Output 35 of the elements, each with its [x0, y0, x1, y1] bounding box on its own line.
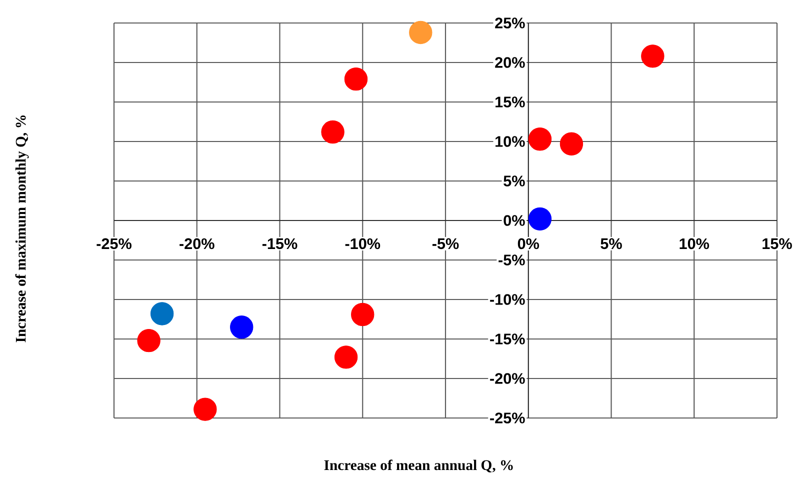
y-tick-label: 20%: [495, 57, 525, 68]
y-tick-label: -20%: [490, 373, 525, 384]
x-tick-label: 0%: [518, 238, 540, 250]
y-tick-label: -5%: [498, 254, 525, 266]
point: [230, 316, 254, 339]
point: [351, 302, 374, 326]
y-tick-label: 0%: [504, 215, 525, 226]
x-tick-label: 15%: [762, 238, 792, 250]
point: [409, 20, 432, 44]
y-tick-label: -25%: [490, 412, 525, 424]
y-tick-label: 10%: [496, 136, 525, 147]
x-tick-label: -15%: [262, 238, 298, 250]
point: [560, 132, 584, 156]
point: [194, 398, 217, 421]
x-tick-label: -25%: [96, 238, 132, 250]
y-tick-label: 5%: [504, 176, 525, 186]
point: [150, 302, 174, 326]
y-tick-label: -15%: [490, 334, 525, 344]
x-axis-title: Increase of mean annual Q, %: [324, 460, 513, 472]
y-tick-label: 15%: [496, 96, 525, 108]
x-tick-label: -5%: [432, 238, 459, 250]
point: [321, 120, 344, 144]
point: [334, 346, 358, 369]
point: [137, 328, 160, 352]
x-tick-label: -10%: [345, 238, 380, 250]
y-tick-label: -10%: [490, 294, 525, 305]
y-axis-title: Increase of maximum monthly Q, %: [15, 115, 29, 342]
x-tick-label: -20%: [180, 238, 214, 250]
y-tick-label: 25%: [495, 18, 525, 28]
point: [641, 44, 664, 68]
point: [528, 207, 552, 231]
point: [344, 67, 368, 91]
x-tick-label: 10%: [680, 238, 710, 250]
x-tick-label: 5%: [600, 238, 622, 250]
point: [528, 128, 552, 151]
